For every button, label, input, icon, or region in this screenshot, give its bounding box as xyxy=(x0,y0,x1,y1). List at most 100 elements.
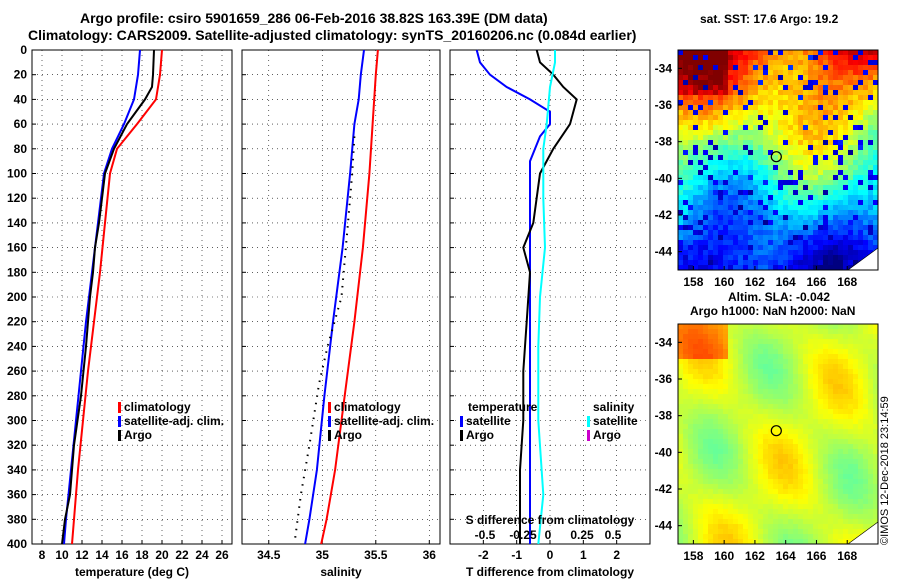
sst-map-title: sat. SST: 17.6 Argo: 19.2 xyxy=(700,12,839,26)
lat-tick-label: -44 xyxy=(655,245,673,259)
lon-tick-label: 160 xyxy=(714,549,734,563)
legend-label: satellite-adj. clim. xyxy=(334,414,434,428)
panel-temperature: 0 20 40 60 80 100 120 140 160 180 200 220 240 260 280 3… xyxy=(7,43,233,579)
y-tick-label: 120 xyxy=(7,191,27,205)
series-temperature-argo xyxy=(519,49,578,544)
map-satellite-SST-map: 158 160 162 164 166 168 -34 -36 -38 -40 -42 -44 xyxy=(655,49,879,289)
lon-tick-label: 168 xyxy=(837,549,857,563)
legend-label: Argo xyxy=(466,428,494,442)
legend-swatch xyxy=(328,430,331,441)
y-tick-label: 80 xyxy=(14,142,28,156)
x-tick-label: 24 xyxy=(195,548,209,562)
lat-tick-label: -42 xyxy=(655,482,673,496)
lon-tick-label: 166 xyxy=(806,275,826,289)
lat-tick-label: -38 xyxy=(655,135,673,149)
legend-heading: salinity xyxy=(593,400,635,414)
map-image xyxy=(678,324,878,544)
lon-tick-label: 158 xyxy=(683,275,703,289)
y-tick-label: 260 xyxy=(7,364,27,378)
panel-difference-from-climatology: -2 -1 0 1 2 T difference from climatology xyxy=(449,49,651,579)
lon-tick-label: 158 xyxy=(683,549,703,563)
lat-tick-label: -42 xyxy=(655,208,673,222)
lon-tick-label: 164 xyxy=(776,275,796,289)
y-tick-label: 200 xyxy=(7,290,27,304)
legend-swatch xyxy=(118,402,121,413)
legend-heading: temperature xyxy=(468,400,538,414)
x-tick-label: 8 xyxy=(39,548,46,562)
y-tick-label: 340 xyxy=(7,463,27,477)
x-tick-label: 22 xyxy=(175,548,189,562)
legend-swatch xyxy=(460,430,463,441)
secondary-tick-label: -0.25 xyxy=(509,528,537,542)
lat-tick-label: -38 xyxy=(655,409,673,423)
secondary-tick-label: 0.5 xyxy=(605,528,622,542)
y-tick-label: 240 xyxy=(7,339,27,353)
lon-tick-label: 162 xyxy=(745,549,765,563)
map-frame xyxy=(677,49,879,271)
legend-swatch xyxy=(460,416,463,427)
map-image xyxy=(678,50,878,270)
y-tick-label: 180 xyxy=(7,265,27,279)
x-tick-label: 2 xyxy=(613,548,620,562)
series-climatology xyxy=(320,49,379,545)
legend-swatch xyxy=(328,416,331,427)
x-axis-label: temperature (deg C) xyxy=(75,565,189,579)
lat-tick-label: -36 xyxy=(655,98,673,112)
legend-difference-panel: temperaturesatelliteArgosalinitysatellit… xyxy=(460,400,638,442)
y-tick-label: 40 xyxy=(14,92,28,106)
y-tick-label: 160 xyxy=(7,241,27,255)
lat-tick-label: -40 xyxy=(655,171,673,185)
plot-title-line-2: Climatology: CARS2009. Satellite-adjuste… xyxy=(28,27,637,43)
panel-frame xyxy=(241,49,441,545)
lat-tick-label: -34 xyxy=(655,61,673,75)
sla-map-title: Altim. SLA: -0.042 xyxy=(728,290,831,304)
map-altimetry-SLA-map: 158 160 162 164 166 168 -34 -36 -38 -40 -42 -44 xyxy=(655,323,879,563)
lon-tick-label: 164 xyxy=(776,549,796,563)
legend-label: Argo xyxy=(334,428,362,442)
map-frame xyxy=(677,323,879,545)
y-tick-label: 20 xyxy=(14,68,28,82)
legend-label: Argo xyxy=(593,428,621,442)
x-tick-label: -2 xyxy=(478,548,489,562)
legend-label: climatology xyxy=(334,400,401,414)
legend-swatch xyxy=(118,430,121,441)
legend-swatch xyxy=(328,402,331,413)
x-tick-label: 35.5 xyxy=(364,548,388,562)
sla-map-subtitle: Argo h1000: NaN h2000: NaN xyxy=(690,304,856,318)
y-tick-label: 60 xyxy=(14,117,28,131)
series-salinity-satellite xyxy=(537,50,556,545)
legend-label: satellite xyxy=(466,414,511,428)
series-satellite-adj-clim- xyxy=(304,49,365,545)
y-tick-label: 280 xyxy=(7,389,27,403)
legend-label: Argo xyxy=(124,428,152,442)
legend-label: satellite xyxy=(593,414,638,428)
x-tick-label: -1 xyxy=(511,548,522,562)
x-tick-label: 35 xyxy=(316,548,330,562)
legend-swatch xyxy=(118,416,121,427)
lat-tick-label: -36 xyxy=(655,372,673,386)
y-tick-label: 0 xyxy=(20,43,27,57)
x-axis-label: salinity xyxy=(320,565,362,579)
series-climatology xyxy=(71,49,163,545)
secondary-tick-label: -0.5 xyxy=(475,528,496,542)
x-tick-label: 14 xyxy=(95,548,109,562)
x-tick-label: 18 xyxy=(135,548,149,562)
x-tick-label: 0 xyxy=(547,548,554,562)
x-tick-label: 20 xyxy=(155,548,169,562)
y-tick-label: 220 xyxy=(7,315,27,329)
y-tick-label: 140 xyxy=(7,216,27,230)
y-tick-label: 400 xyxy=(7,537,27,551)
x-tick-label: 10 xyxy=(55,548,69,562)
legend-label: satellite-adj. clim. xyxy=(124,414,224,428)
legend-swatch xyxy=(587,416,590,427)
lat-tick-label: -34 xyxy=(655,335,673,349)
x-tick-label: 12 xyxy=(75,548,89,562)
lon-tick-label: 160 xyxy=(714,275,734,289)
y-tick-label: 320 xyxy=(7,438,27,452)
x-tick-label: 26 xyxy=(215,548,229,562)
plot-title-line-1: Argo profile: csiro 5901659_286 06-Feb-2… xyxy=(80,10,548,26)
y-tick-label: 380 xyxy=(7,512,27,526)
